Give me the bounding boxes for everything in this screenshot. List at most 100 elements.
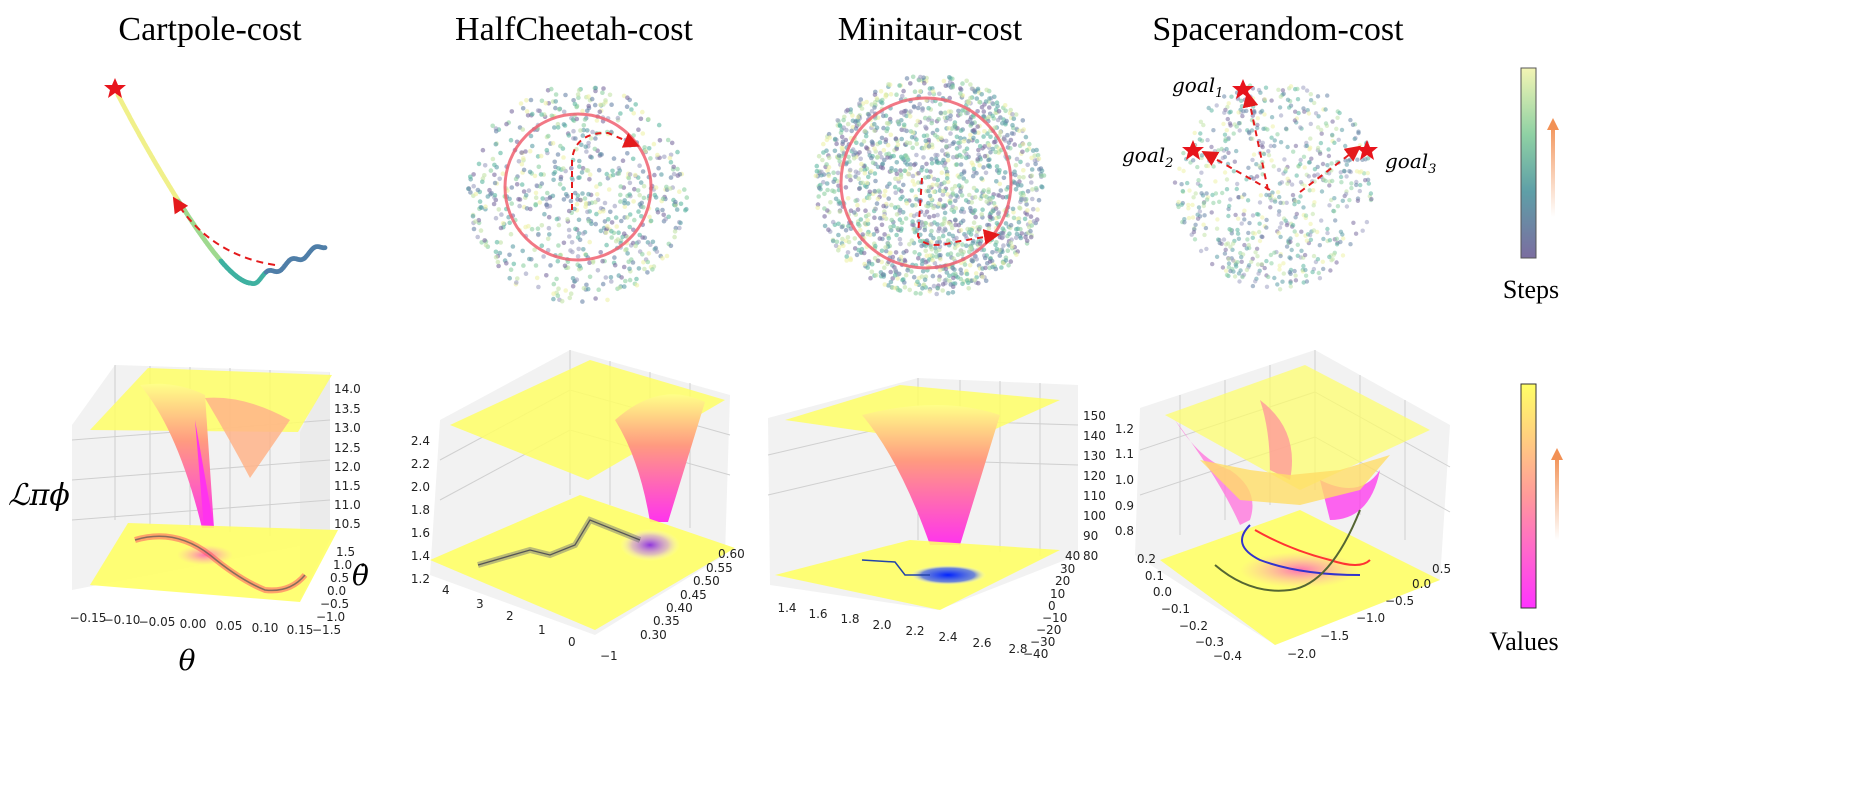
scatter-point	[956, 183, 962, 188]
scatter-point	[979, 176, 984, 181]
scatter-point	[556, 222, 562, 228]
scatter-point	[1306, 160, 1312, 165]
scatter-point	[952, 183, 958, 189]
scatter-point	[468, 190, 473, 195]
scatter-point	[1190, 215, 1196, 220]
scatter-point	[868, 168, 874, 174]
scatter-point	[645, 259, 651, 265]
scatter-point	[1325, 163, 1330, 168]
scatter-point	[997, 253, 1003, 258]
scatter-point	[872, 92, 878, 98]
scatter-point	[630, 260, 636, 265]
scatter-point	[587, 239, 592, 245]
scatter-point	[1264, 284, 1270, 289]
scatter-point	[1305, 108, 1310, 113]
scatter-point	[1281, 271, 1287, 276]
scatter-point	[640, 131, 646, 136]
scatter-point	[935, 212, 940, 218]
scatter-point	[932, 133, 938, 138]
scatter-point	[931, 189, 936, 195]
scatter-point	[671, 164, 676, 170]
scatter-point	[1246, 165, 1251, 170]
scatter-point	[545, 247, 551, 253]
scatter-point	[619, 218, 624, 224]
scatter-point	[1321, 236, 1326, 242]
scatter-point	[1261, 151, 1267, 157]
scatter-point	[916, 170, 921, 176]
scatter-point	[678, 201, 684, 207]
scatter-point	[939, 135, 944, 141]
scatter-point	[941, 229, 946, 234]
scatter-point	[1210, 261, 1215, 267]
scatter-point	[1241, 212, 1246, 217]
scatter-point	[967, 262, 973, 268]
scatter-point	[1330, 257, 1335, 262]
scatter-point	[845, 107, 850, 113]
scatter-point	[958, 128, 964, 133]
scatter-point	[1310, 269, 1315, 275]
scatter-point	[1331, 209, 1337, 214]
scatter-point	[492, 193, 498, 198]
scatter-point	[865, 221, 871, 227]
scatter-point	[1020, 141, 1026, 147]
scatter-point	[1008, 145, 1013, 151]
goal3-label: goal3	[1385, 149, 1436, 177]
scatter-point	[949, 225, 955, 231]
scatter-point	[956, 108, 961, 114]
scatter-point	[853, 150, 858, 155]
scatter-point	[557, 182, 563, 187]
scatter-point	[1222, 132, 1228, 137]
scatter-point	[843, 185, 849, 190]
scatter-point	[981, 109, 987, 114]
scatter-point	[576, 217, 582, 223]
scatter-point	[1348, 117, 1353, 123]
scatter-point	[1239, 259, 1244, 264]
scatter-point	[1293, 109, 1298, 114]
scatter-point	[1276, 231, 1281, 236]
scatter-point	[907, 242, 912, 247]
scatter-point	[1033, 161, 1038, 167]
halfcheetah-scatter-plot	[466, 85, 690, 304]
scatter-point	[648, 156, 653, 161]
scatter-point	[496, 263, 501, 269]
scatter-point	[824, 181, 830, 186]
scatter-point	[536, 284, 541, 290]
scatter-point	[990, 100, 995, 106]
scatter-point	[1019, 231, 1025, 236]
scatter-point	[1014, 252, 1019, 257]
scatter-point	[974, 96, 980, 101]
scatter-point	[610, 172, 616, 178]
scatter-point	[945, 153, 951, 158]
scatter-point	[1227, 203, 1232, 209]
scatter-point	[933, 249, 939, 254]
scatter-point	[1255, 262, 1261, 267]
scatter-point	[1290, 192, 1296, 198]
scatter-point	[948, 131, 953, 136]
scatter-point	[606, 217, 611, 222]
scatter-point	[935, 285, 940, 291]
scatter-point	[1029, 167, 1035, 172]
scatter-point	[566, 208, 572, 214]
scatter-point	[1228, 109, 1233, 115]
scatter-point	[1019, 183, 1024, 188]
scatter-point	[1341, 236, 1346, 241]
scatter-point	[1306, 111, 1312, 116]
scatter-point	[887, 181, 892, 187]
scatter-point	[1224, 146, 1229, 152]
scatter-point	[936, 117, 941, 122]
scatter-point	[632, 186, 637, 192]
scatter-point	[509, 109, 515, 114]
scatter-point	[893, 250, 899, 255]
scatter-point	[1199, 153, 1205, 158]
scatter-point	[860, 232, 865, 237]
scatter-point	[1299, 248, 1304, 253]
scatter-point	[1191, 195, 1196, 200]
scatter-point	[857, 101, 862, 106]
scatter-point	[488, 168, 494, 173]
scatter-point	[920, 108, 925, 113]
scatter-point	[1295, 97, 1301, 102]
scatter-point	[1206, 163, 1211, 169]
scatter-point	[1192, 130, 1197, 136]
scatter-point	[561, 166, 566, 171]
scatter-point	[1018, 159, 1023, 165]
